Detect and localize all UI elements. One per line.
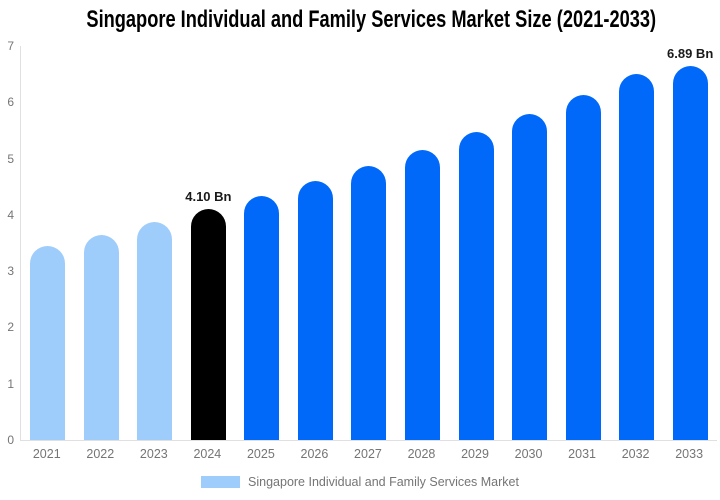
bar-2032 [619, 74, 655, 440]
x-tick-label-2024: 2024 [193, 447, 222, 461]
y-axis: 0 1 2 3 4 5 6 7 [0, 0, 14, 500]
x-tick-label-2021: 2021 [32, 447, 61, 461]
bar-slot-2032 [610, 46, 664, 440]
plot-area: 4.10 Bn 6.89 Bn [20, 46, 717, 441]
bar-2028 [404, 149, 440, 440]
bar-2024 [190, 209, 226, 440]
bar-slot-2022 [75, 46, 129, 440]
x-tick-label-2033: 2033 [675, 447, 704, 461]
y-tick-label-1: 1 [7, 376, 14, 391]
x-tick-label-2028: 2028 [407, 447, 436, 461]
bar-slot-2027 [342, 46, 396, 440]
x-axis: 2021 2022 2023 2024 2025 2026 2027 2028 2029 2030… [20, 447, 716, 461]
y-tick-label-2: 2 [7, 320, 14, 335]
bar-2023 [137, 222, 173, 440]
x-tick-label-2030: 2030 [514, 447, 543, 461]
bar-2031 [565, 95, 601, 440]
bar-slot-2025 [235, 46, 289, 440]
legend-swatch [201, 476, 241, 488]
bar-slot-2024: 4.10 Bn [182, 46, 236, 440]
bar-slot-2033: 6.89 Bn [663, 46, 717, 440]
bar-2026 [297, 181, 333, 440]
y-tick-label-5: 5 [7, 151, 14, 166]
y-tick-label-3: 3 [7, 264, 14, 279]
bar-2027 [351, 165, 387, 440]
legend-label: Singapore Individual and Family Services… [248, 475, 519, 489]
bar-2033 [672, 66, 708, 440]
y-tick-label-0: 0 [7, 433, 14, 447]
x-tick-label-2026: 2026 [300, 447, 329, 461]
bar-slot-2030 [503, 46, 557, 440]
bar-slot-2021 [21, 46, 75, 440]
x-tick-label-2027: 2027 [354, 447, 382, 461]
bar-slot-2029 [449, 46, 503, 440]
bar-2030 [512, 114, 548, 440]
y-tick-label-7: 7 [7, 39, 14, 53]
x-tick-label-2022: 2022 [86, 447, 115, 461]
bar-2021 [30, 245, 66, 440]
bar-slot-2031 [556, 46, 610, 440]
bar-2022 [83, 234, 119, 440]
bar-slot-2023 [128, 46, 182, 440]
bar-slot-2028 [396, 46, 450, 440]
bar-value-label-2033: 6.89 Bn [667, 46, 714, 61]
bar-slot-2026 [289, 46, 343, 440]
y-tick-label-4: 4 [7, 207, 14, 222]
x-tick-label-2031: 2031 [568, 447, 596, 461]
x-tick-label-2023: 2023 [139, 447, 168, 461]
bar-value-label-2024: 4.10 Bn [185, 189, 232, 205]
bar-2025 [244, 195, 280, 440]
legend-item[interactable]: Singapore Individual and Family Services… [0, 475, 720, 489]
y-tick-label-6: 6 [7, 95, 14, 110]
x-tick-label-2032: 2032 [621, 447, 650, 461]
bar-2029 [458, 132, 494, 440]
x-tick-label-2029: 2029 [461, 447, 489, 461]
chart-title: Singapore Individual and Family Services… [86, 6, 657, 33]
x-tick-label-2025: 2025 [246, 447, 275, 461]
